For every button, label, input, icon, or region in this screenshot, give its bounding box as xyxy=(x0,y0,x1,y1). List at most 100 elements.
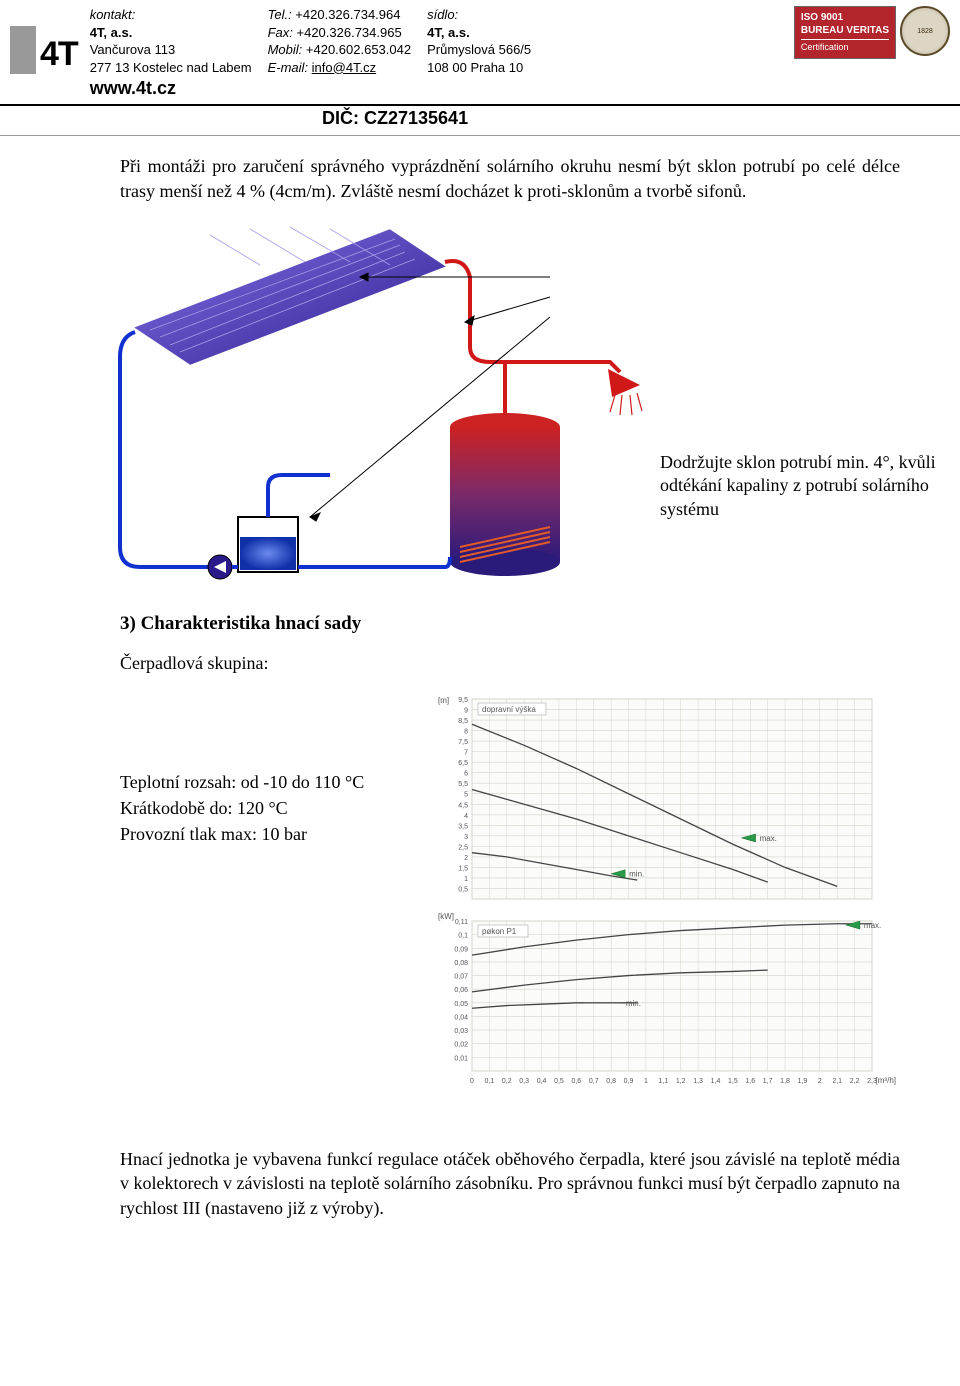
page-body: Při montáži pro zaručení správného vyprá… xyxy=(0,136,960,1259)
svg-text:8,5: 8,5 xyxy=(458,718,468,725)
svg-text:1: 1 xyxy=(464,876,468,883)
intro-paragraph: Při montáži pro zaručení správného vyprá… xyxy=(120,154,900,203)
fax-label: Fax: xyxy=(268,25,293,40)
svg-text:7,5: 7,5 xyxy=(458,739,468,746)
svg-text:2,2: 2,2 xyxy=(850,1078,860,1085)
svg-text:0,7: 0,7 xyxy=(589,1078,599,1085)
drive-unit-paragraph: Hnací jednotka je vybavena funkcí regula… xyxy=(120,1147,900,1220)
email-link[interactable]: info@4T.cz xyxy=(312,60,377,75)
cert-badges: ISO 9001 BUREAU VERITAS Certification 18… xyxy=(794,6,950,59)
svg-text:0,09: 0,09 xyxy=(454,946,468,953)
svg-text:5,5: 5,5 xyxy=(458,781,468,788)
svg-text:3,5: 3,5 xyxy=(458,823,468,830)
svg-text:9,5: 9,5 xyxy=(458,697,468,704)
spec-short-term: Krátkodobě do: 120 °C xyxy=(120,795,420,821)
svg-text:0,2: 0,2 xyxy=(502,1078,512,1085)
iso-line2: BUREAU VERITAS xyxy=(801,24,889,37)
svg-text:dopravní výška: dopravní výška xyxy=(482,705,536,714)
svg-text:0,5: 0,5 xyxy=(554,1078,564,1085)
svg-text:1,4: 1,4 xyxy=(711,1078,721,1085)
address-line: Vančurova 113 xyxy=(90,41,252,59)
solar-system-diagram xyxy=(110,217,750,587)
svg-text:max.: max. xyxy=(760,834,777,843)
svg-text:0,1: 0,1 xyxy=(485,1078,495,1085)
svg-text:[kW]: [kW] xyxy=(438,912,454,921)
svg-text:0,3: 0,3 xyxy=(519,1078,529,1085)
svg-text:0,1: 0,1 xyxy=(458,933,468,940)
svg-text:pøkon P1: pøkon P1 xyxy=(482,927,517,936)
letterhead: 4T kontakt: 4T, a.s. Vančurova 113 277 1… xyxy=(0,0,960,106)
svg-text:5: 5 xyxy=(464,792,468,799)
pump-charts: 9,598,587,576,565,554,543,532,521,510,5[… xyxy=(430,689,900,1119)
svg-text:6,5: 6,5 xyxy=(458,760,468,767)
svg-text:4: 4 xyxy=(464,813,468,820)
logo-block xyxy=(10,26,36,74)
svg-text:[m³/h]: [m³/h] xyxy=(876,1076,896,1085)
contact-label: kontakt: xyxy=(90,6,252,24)
tel-value: +420.326.734.964 xyxy=(292,7,401,22)
svg-text:2: 2 xyxy=(464,855,468,862)
svg-text:0,03: 0,03 xyxy=(454,1028,468,1035)
svg-text:0,6: 0,6 xyxy=(571,1078,581,1085)
svg-text:1,3: 1,3 xyxy=(693,1078,703,1085)
svg-text:1,6: 1,6 xyxy=(745,1078,755,1085)
iso-line1: ISO 9001 xyxy=(801,11,889,24)
dic-number: DIČ: CZ27135641 xyxy=(0,106,960,136)
svg-text:7: 7 xyxy=(464,750,468,757)
spec-temp-range: Teplotní rozsah: od -10 do 110 °C xyxy=(120,769,420,795)
seat-addr: Průmyslová 566/5 xyxy=(427,41,531,59)
svg-text:2: 2 xyxy=(818,1078,822,1085)
email-label: E-mail: xyxy=(268,60,312,75)
address-line: 277 13 Kostelec nad Labem xyxy=(90,59,252,77)
svg-text:0,11: 0,11 xyxy=(455,919,468,926)
svg-text:2,1: 2,1 xyxy=(832,1078,842,1085)
seal-icon: 1828 xyxy=(900,6,950,56)
logo-text: 4T xyxy=(40,35,78,74)
svg-text:4,5: 4,5 xyxy=(458,802,468,809)
svg-text:1,2: 1,2 xyxy=(676,1078,686,1085)
mobile-value: +420.602.653.042 xyxy=(302,42,411,57)
svg-text:[m]: [m] xyxy=(438,696,449,705)
svg-text:0,8: 0,8 xyxy=(606,1078,616,1085)
svg-text:0,05: 0,05 xyxy=(454,1001,468,1008)
svg-text:1,5: 1,5 xyxy=(458,865,468,872)
seat-col: sídlo: 4T, a.s. Průmyslová 566/5 108 00 … xyxy=(427,6,531,76)
svg-text:8: 8 xyxy=(464,729,468,736)
svg-text:0,01: 0,01 xyxy=(454,1055,468,1062)
svg-text:1: 1 xyxy=(644,1078,648,1085)
svg-text:min.: min. xyxy=(626,999,641,1008)
svg-text:1,9: 1,9 xyxy=(798,1078,808,1085)
svg-text:0,9: 0,9 xyxy=(624,1078,634,1085)
svg-text:1,1: 1,1 xyxy=(658,1078,668,1085)
seal-year: 1828 xyxy=(917,28,933,35)
contact-col: kontakt: 4T, a.s. Vančurova 113 277 13 K… xyxy=(90,6,252,100)
svg-text:0,4: 0,4 xyxy=(537,1078,547,1085)
svg-text:9: 9 xyxy=(464,708,468,715)
section-3-title: 3) Charakteristika hnací sady xyxy=(120,611,900,637)
svg-text:0,5: 0,5 xyxy=(458,886,468,893)
svg-text:0,02: 0,02 xyxy=(454,1042,468,1049)
pump-group-label: Čerpadlová skupina: xyxy=(120,651,900,675)
seat-city: 108 00 Praha 10 xyxy=(427,59,531,77)
svg-text:0,06: 0,06 xyxy=(454,987,468,994)
company-name: 4T, a.s. xyxy=(90,24,252,42)
phone-col: Tel.: +420.326.734.964 Fax: +420.326.734… xyxy=(268,6,412,76)
spec-pressure: Provozní tlak max: 10 bar xyxy=(120,821,420,847)
svg-text:1,7: 1,7 xyxy=(763,1078,773,1085)
svg-text:min.: min. xyxy=(629,870,644,879)
logo: 4T xyxy=(10,6,78,74)
website: www.4t.cz xyxy=(90,76,252,100)
fax-value: +420.326.734.965 xyxy=(293,25,402,40)
svg-text:2,5: 2,5 xyxy=(458,844,468,851)
svg-text:0,04: 0,04 xyxy=(454,1014,468,1021)
seat-name: 4T, a.s. xyxy=(427,24,531,42)
svg-text:1,8: 1,8 xyxy=(780,1078,790,1085)
svg-text:0,07: 0,07 xyxy=(454,974,468,981)
svg-text:0: 0 xyxy=(470,1078,474,1085)
svg-text:0,08: 0,08 xyxy=(454,960,468,967)
iso-line3: Certification xyxy=(801,39,889,54)
specs: Teplotní rozsah: od -10 do 110 °C Krátko… xyxy=(120,769,420,847)
mobile-label: Mobil: xyxy=(268,42,303,57)
svg-text:1,5: 1,5 xyxy=(728,1078,738,1085)
svg-text:max.: max. xyxy=(864,921,881,930)
